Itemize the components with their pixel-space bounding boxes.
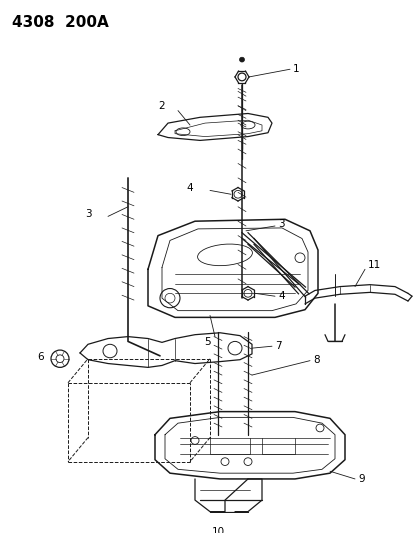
Text: 4: 4 [186,182,192,192]
Text: 10: 10 [211,527,224,533]
Text: 4308  200A: 4308 200A [12,15,109,30]
Text: 7: 7 [274,341,281,351]
Text: 5: 5 [204,337,211,348]
Text: 9: 9 [357,474,364,484]
Text: 3: 3 [277,219,284,229]
Text: 4: 4 [277,291,284,301]
Text: 3: 3 [85,208,92,219]
Text: 6: 6 [37,352,44,362]
Text: 11: 11 [367,261,380,270]
Circle shape [239,57,244,62]
Text: 2: 2 [158,101,165,111]
Text: 1: 1 [292,64,299,74]
Text: 8: 8 [312,354,319,365]
